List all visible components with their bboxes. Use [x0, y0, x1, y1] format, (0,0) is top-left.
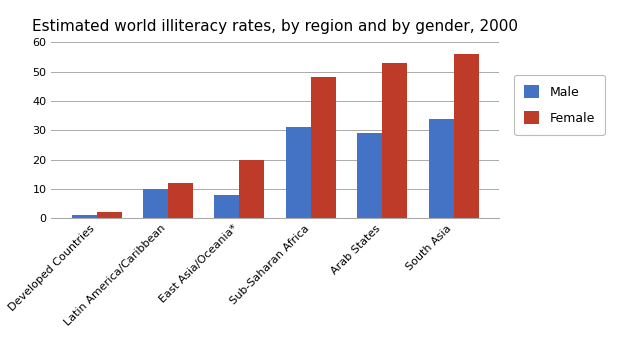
Bar: [72, 215, 97, 218]
Bar: [168, 183, 193, 218]
Legend: Male, Female: Male, Female: [515, 75, 605, 134]
Bar: [311, 77, 336, 218]
Bar: [382, 63, 408, 218]
Bar: [357, 133, 382, 218]
Bar: [286, 127, 311, 218]
Bar: [214, 195, 239, 218]
Title: Estimated world illiteracy rates, by region and by gender, 2000: Estimated world illiteracy rates, by reg…: [32, 19, 518, 34]
Bar: [429, 119, 454, 218]
Bar: [454, 54, 479, 218]
Bar: [239, 159, 264, 218]
Bar: [143, 189, 168, 218]
Bar: [97, 212, 122, 218]
